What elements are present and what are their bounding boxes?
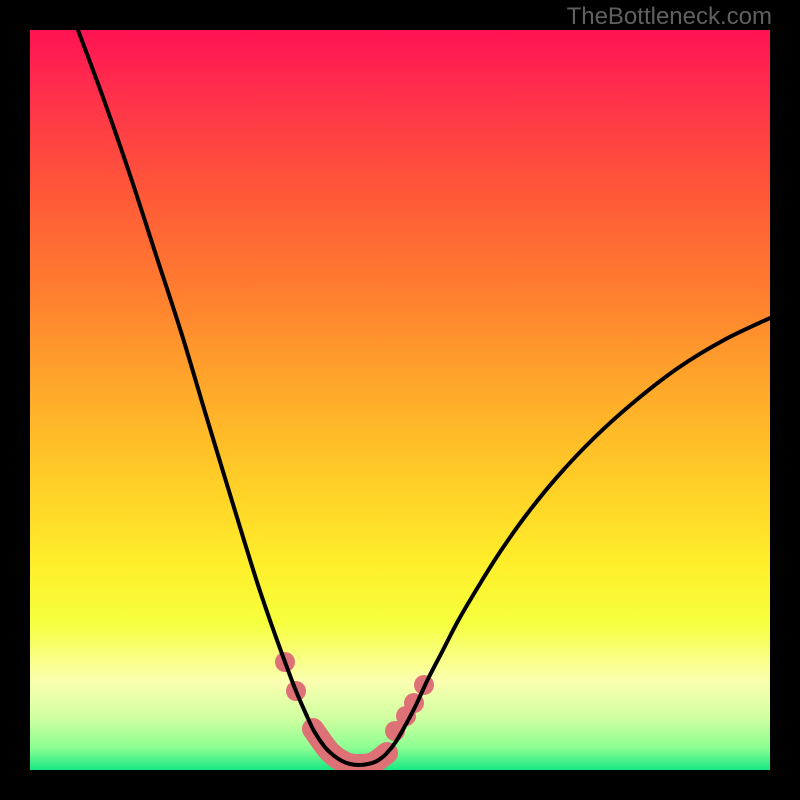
chart-outer: TheBottleneck.com [0,0,800,800]
bottleneck-curve [78,30,770,765]
plot-area [30,30,770,770]
chart-svg [30,30,770,770]
watermark-text: TheBottleneck.com [567,3,772,31]
